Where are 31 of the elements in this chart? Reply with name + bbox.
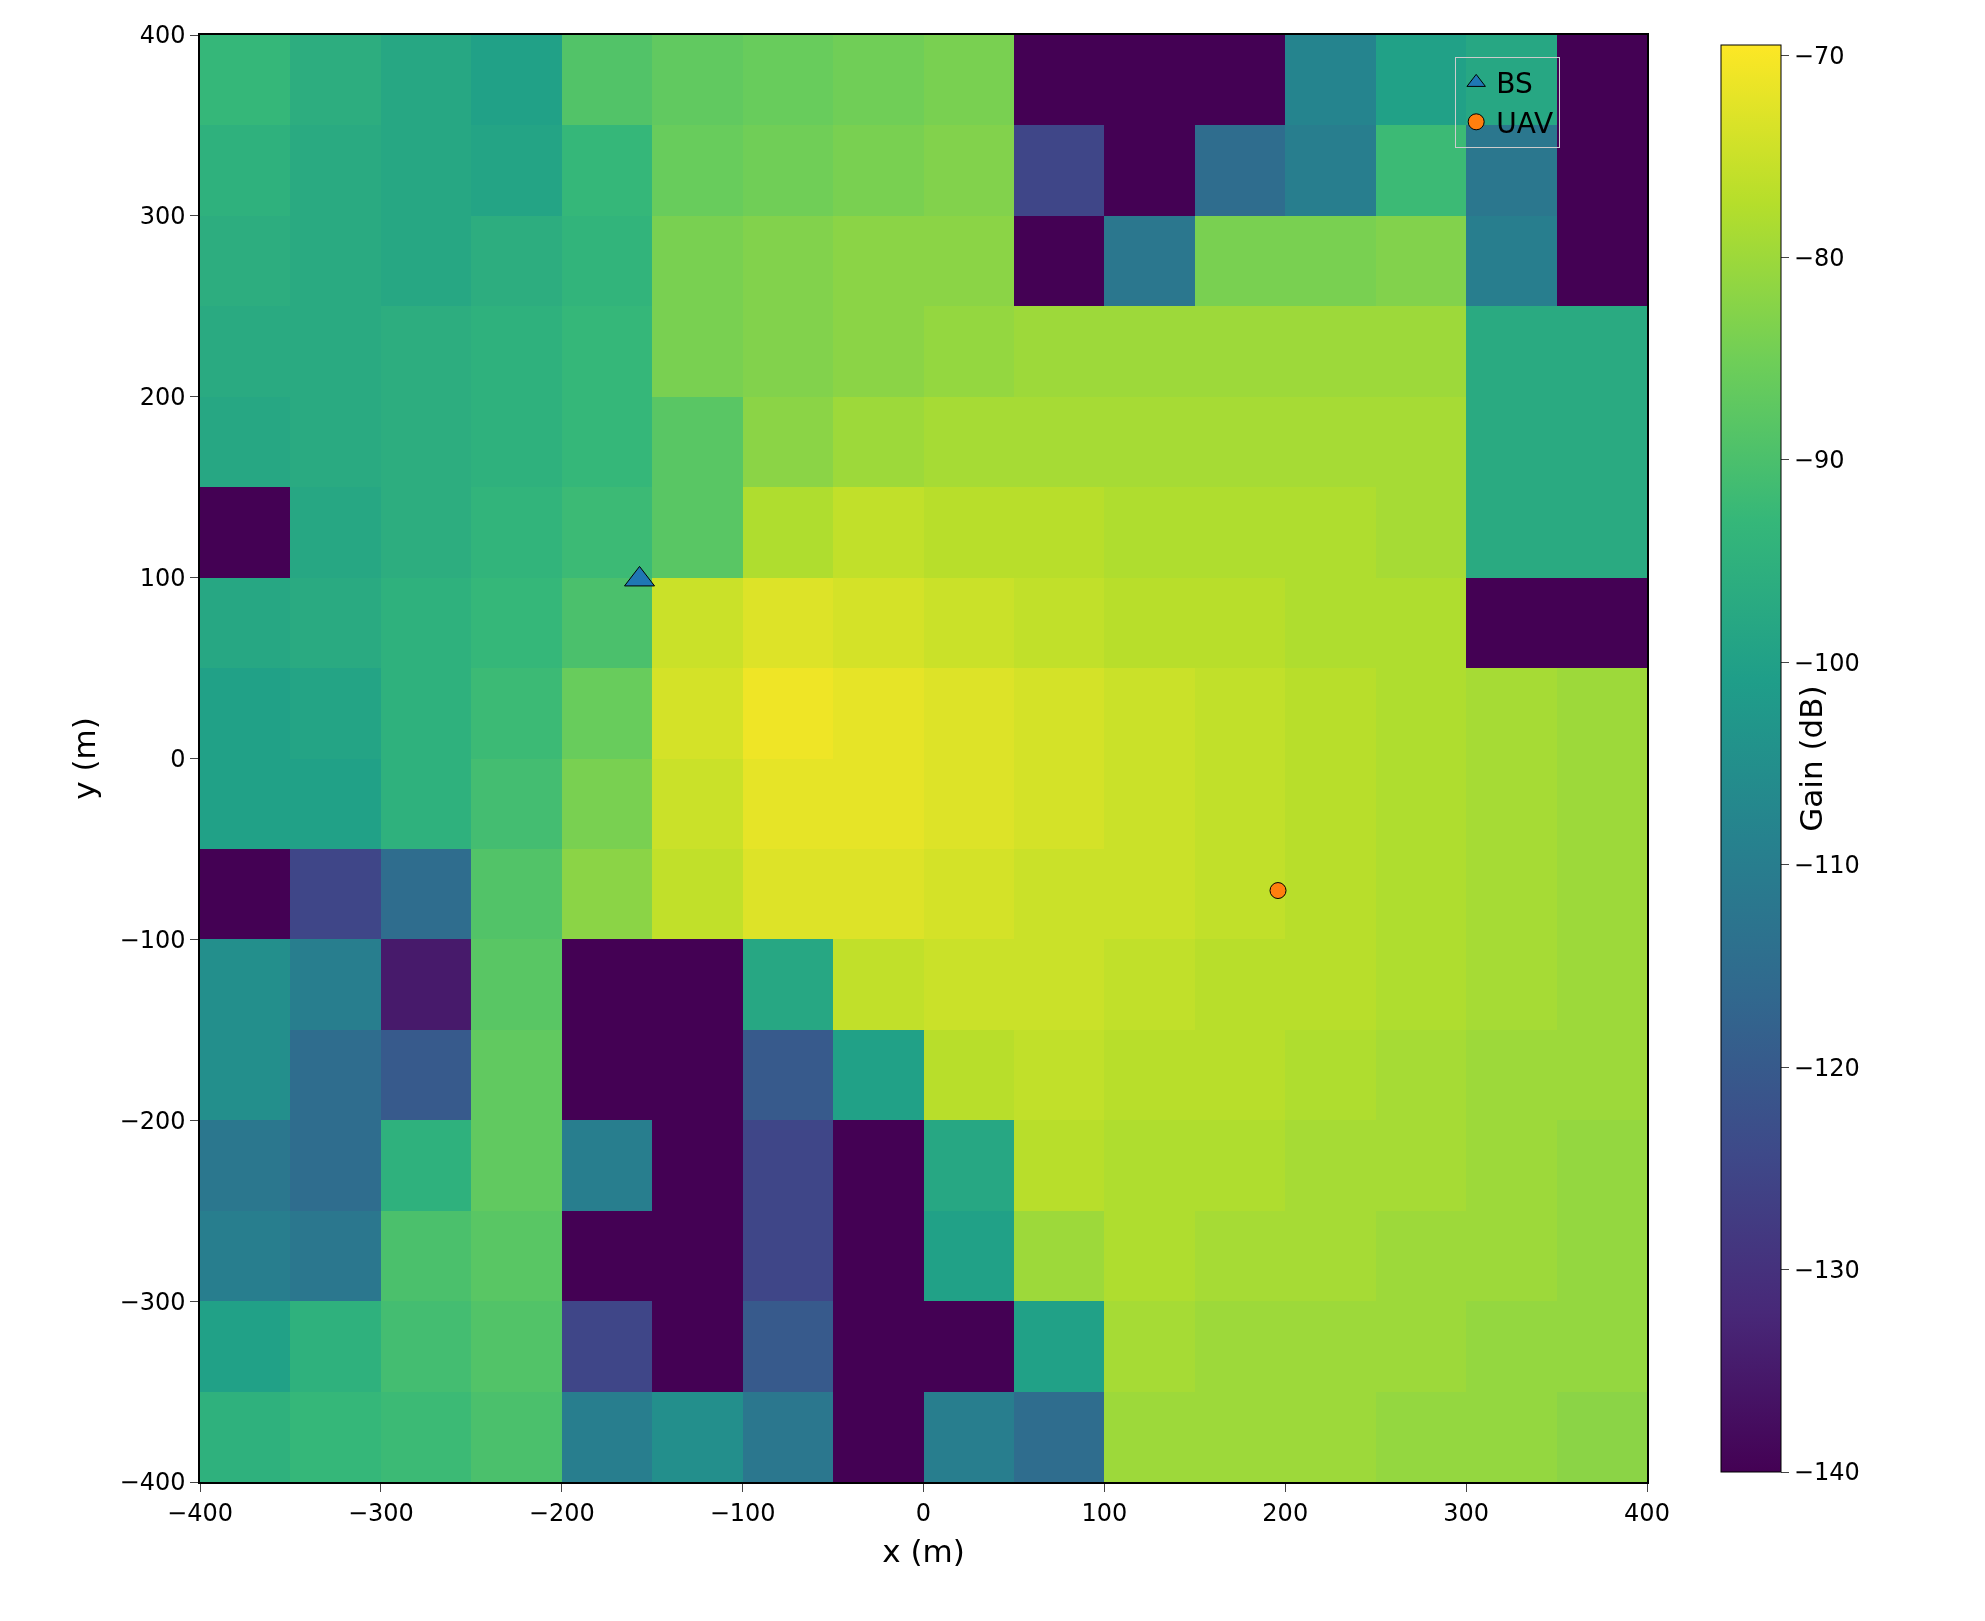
color-bar-label: −130	[1793, 1255, 1860, 1284]
x-tick-label: 200	[1262, 1498, 1309, 1527]
legend-label: UAV	[1496, 106, 1554, 140]
x-tick-label: 400	[1624, 1498, 1670, 1527]
color-bar-label: −70	[1793, 41, 1845, 70]
color-bar-title: Gain (dB)	[1792, 685, 1829, 832]
y-tick-label: −100	[119, 925, 186, 954]
x-tick-label: −100	[709, 1498, 776, 1527]
legend-label: BS	[1496, 67, 1533, 101]
y-tick-label: 100	[139, 564, 186, 593]
x-axis-title: x (m)	[882, 1533, 965, 1570]
x-tick-label: 0	[915, 1498, 932, 1527]
x-tick-label: −400	[167, 1498, 233, 1527]
x-tick-label: −200	[528, 1498, 595, 1527]
color-bar-label: −90	[1793, 446, 1845, 475]
y-tick-label: −200	[119, 1106, 186, 1135]
x-tick-label: 300	[1443, 1498, 1490, 1527]
y-tick-label: 0	[170, 744, 186, 773]
color-bar-label: −120	[1793, 1053, 1860, 1082]
x-tick-label: −300	[347, 1498, 414, 1527]
y-axis-title: y (m)	[65, 717, 102, 800]
color-bar-label: −100	[1793, 648, 1860, 677]
x-tick-label: 100	[1081, 1498, 1128, 1527]
y-tick-label: 400	[139, 21, 186, 50]
color-bar-label: −80	[1793, 243, 1845, 272]
y-tick-label: 200	[139, 383, 186, 412]
y-tick-label: −300	[119, 1287, 186, 1316]
color-bar-label: −110	[1793, 851, 1860, 880]
color-bar-label: −140	[1793, 1458, 1860, 1487]
y-tick-label: −400	[119, 1468, 186, 1497]
y-tick-label: 300	[139, 202, 186, 231]
